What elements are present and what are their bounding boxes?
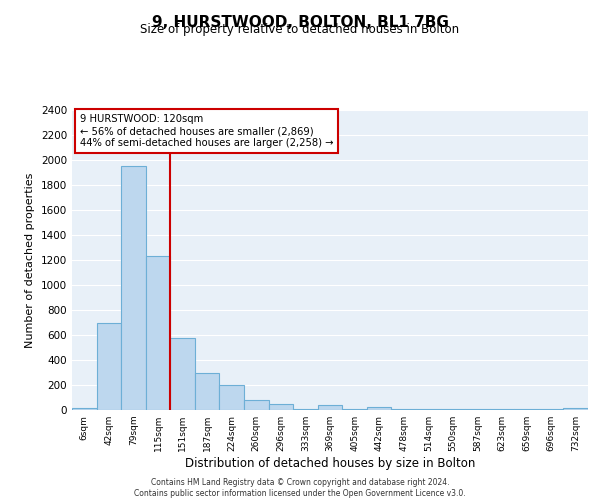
Bar xyxy=(195,372,220,410)
X-axis label: Distribution of detached houses by size in Bolton: Distribution of detached houses by size … xyxy=(185,457,475,470)
Bar xyxy=(391,409,416,410)
Bar xyxy=(244,400,269,410)
Bar xyxy=(97,322,121,410)
Bar xyxy=(367,407,391,410)
Bar xyxy=(121,166,146,410)
Text: 9, HURSTWOOD, BOLTON, BL1 7BG: 9, HURSTWOOD, BOLTON, BL1 7BG xyxy=(152,15,448,30)
Bar xyxy=(563,408,588,410)
Bar xyxy=(72,408,97,410)
Bar xyxy=(293,409,318,410)
Text: 9 HURSTWOOD: 120sqm
← 56% of detached houses are smaller (2,869)
44% of semi-det: 9 HURSTWOOD: 120sqm ← 56% of detached ho… xyxy=(80,114,333,148)
Y-axis label: Number of detached properties: Number of detached properties xyxy=(25,172,35,348)
Bar xyxy=(318,405,342,410)
Bar xyxy=(146,256,170,410)
Text: Size of property relative to detached houses in Bolton: Size of property relative to detached ho… xyxy=(140,22,460,36)
Bar xyxy=(342,409,367,410)
Text: Contains HM Land Registry data © Crown copyright and database right 2024.
Contai: Contains HM Land Registry data © Crown c… xyxy=(134,478,466,498)
Bar xyxy=(220,385,244,410)
Bar xyxy=(170,338,195,410)
Bar xyxy=(269,404,293,410)
